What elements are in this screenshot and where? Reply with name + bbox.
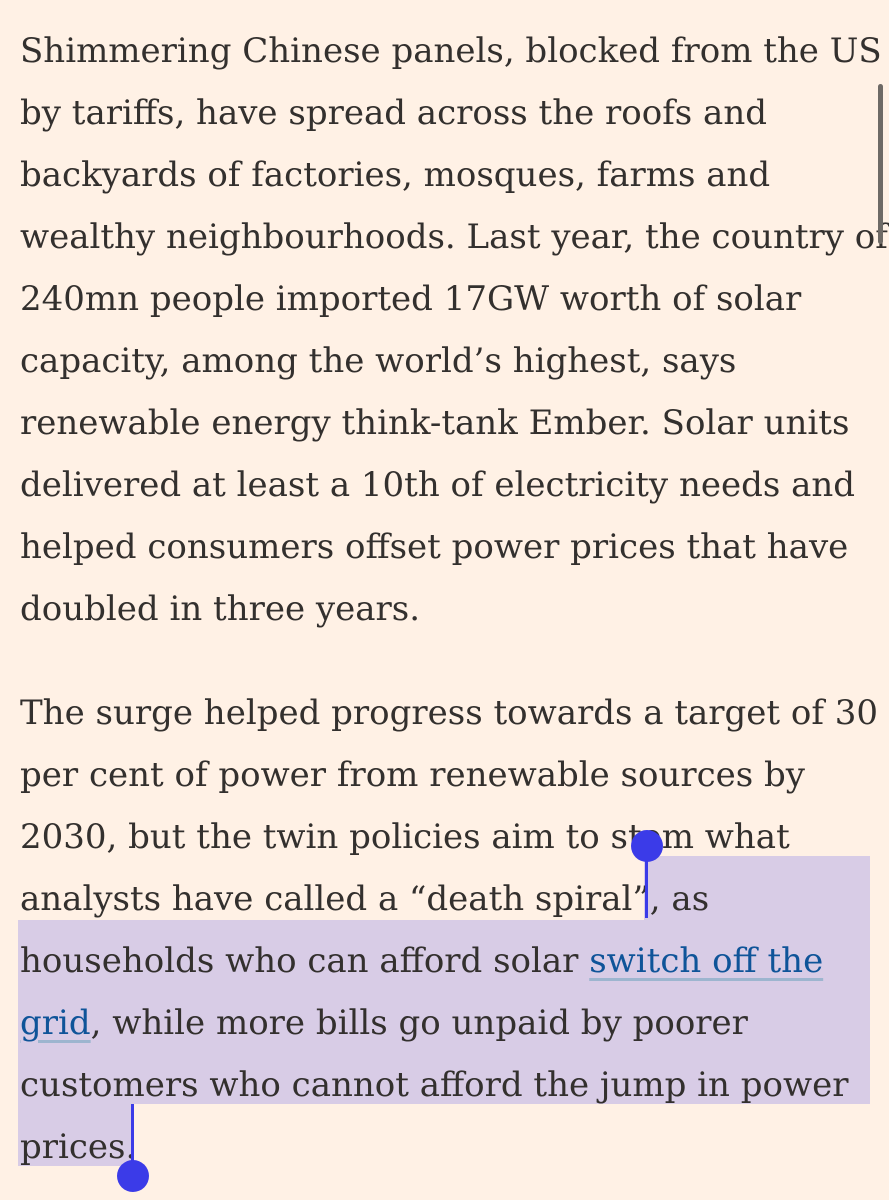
text-line: backyards of factories, mosques, farms a…: [20, 155, 771, 195]
text-line: helped consumers offset power prices tha…: [20, 527, 849, 567]
text-line: 240mn people imported 17GW worth of sola…: [20, 279, 802, 319]
text-segment: analysts have called a “death spiral”,: [20, 879, 672, 919]
text-line: wealthy neighbourhoods. Last year, the c…: [20, 217, 888, 257]
text-line: per cent of power from renewable sources…: [20, 755, 806, 795]
text-line: analysts have called a “death spiral”, a…: [20, 868, 878, 930]
text-line: 2030, but the twin policies aim to stem …: [20, 817, 790, 857]
text-line: households who can afford solar switch o…: [20, 930, 878, 992]
scrollbar-thumb[interactable]: [878, 84, 883, 244]
selected-text: prices.: [20, 1127, 137, 1167]
text-selection-highlight: [18, 1104, 133, 1166]
text-line: The surge helped progress towards a targ…: [20, 693, 879, 733]
text-line: doubled in three years.: [20, 589, 421, 629]
text-line: capacity, among the world’s highest, say…: [20, 341, 737, 381]
text-line: delivered at least a 10th of electricity…: [20, 465, 856, 505]
selection-end-caret: [131, 1104, 134, 1168]
text-selection-highlight: [644, 856, 870, 920]
text-line: renewable energy think-tank Ember. Solar…: [20, 403, 850, 443]
selected-text: , while more bills go unpaid by poorer: [90, 1003, 748, 1043]
paragraph-2: The surge helped progress towards a targ…: [20, 682, 878, 1178]
selected-text: as: [671, 879, 710, 919]
selection-start-caret: [645, 848, 648, 918]
text-selection-highlight: [18, 920, 870, 1104]
text-line: by tariffs, have spread across the roofs…: [20, 93, 767, 133]
text-line: Shimmering Chinese panels, blocked from …: [20, 31, 882, 71]
switch-off-grid-link-continued[interactable]: grid: [20, 1003, 91, 1043]
selection-start-handle[interactable]: [631, 830, 663, 862]
text-line: grid, while more bills go unpaid by poor…: [20, 992, 878, 1054]
paragraph-1: Shimmering Chinese panels, blocked from …: [20, 20, 888, 640]
selection-end-handle[interactable]: [117, 1160, 149, 1192]
selected-text: customers who cannot afford the jump in …: [20, 1065, 849, 1105]
switch-off-grid-link[interactable]: switch off the: [589, 941, 824, 981]
selected-text: households who can afford solar: [20, 941, 590, 981]
